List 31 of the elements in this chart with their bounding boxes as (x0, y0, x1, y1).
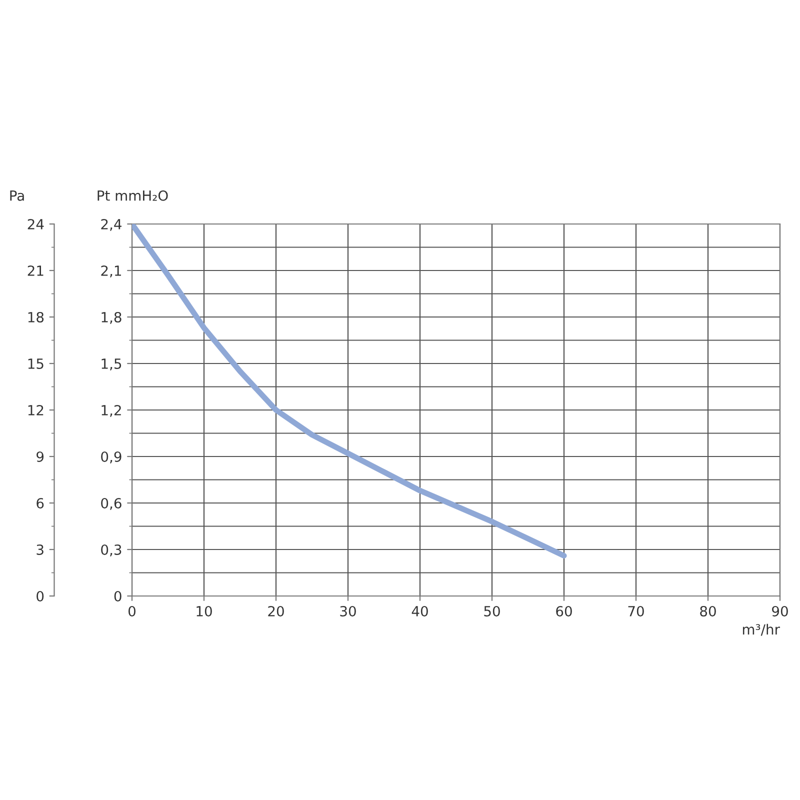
y-tick-label: 0,9 (101, 451, 122, 464)
x-tick-label: 20 (268, 606, 284, 616)
x-tick-label: 40 (412, 606, 428, 616)
y2-axis-title: Pa (10, 190, 24, 201)
x-tick-label: 0 (128, 606, 136, 616)
y2-tick-label: 18 (28, 312, 44, 322)
y-tick-label: 1,8 (102, 312, 122, 324)
y-tick-label: 0,6 (101, 498, 122, 510)
y2-tick-label: 12 (28, 404, 44, 416)
y-tick-label: 1,2 (102, 404, 121, 417)
y2-tick-label: 15 (28, 358, 44, 369)
x-tick-label: 70 (628, 606, 644, 616)
y2-tick-label: 0 (36, 590, 44, 602)
x-tick-label: 90 (772, 606, 788, 616)
y2-tick-label: 24 (28, 218, 44, 230)
y2-tick-label: 21 (28, 265, 44, 276)
y-tick-label: 2,1 (101, 265, 121, 278)
y-tick-label: 2,4 (101, 218, 122, 231)
x-tick-label: 60 (556, 606, 572, 616)
x-tick-label: 30 (340, 606, 356, 616)
y2-tick-label: 9 (36, 451, 44, 462)
y2-tick-label: 6 (36, 498, 44, 508)
y2-tick-label: 3 (36, 544, 44, 555)
y-tick-label: 0,3 (101, 544, 122, 556)
y-tick-label: 1,5 (102, 358, 122, 370)
x-axis-title: m³/hr (742, 624, 780, 636)
y-tick-label: 0 (114, 590, 122, 602)
x-tick-label: 80 (700, 606, 716, 616)
x-tick-label: 50 (484, 606, 500, 616)
x-tick-label: 10 (196, 606, 212, 616)
y-axis-title: Pt mmH₂O (98, 190, 168, 201)
